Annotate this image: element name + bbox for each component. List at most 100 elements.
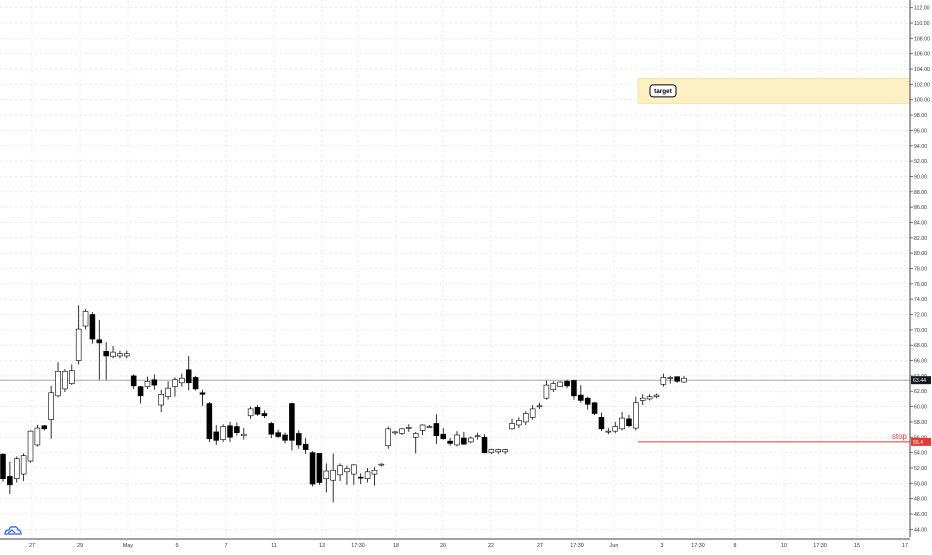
candle-body [564,380,570,387]
candle-body [385,428,391,447]
candle-body [543,384,550,399]
x-tick-label: 22 [488,543,494,549]
target-zone-layer: target [637,77,911,104]
candle-body [639,397,646,401]
y-tick-label: 46.00 [914,512,927,518]
y-tick-label: 62.00 [914,389,927,395]
candle-body [406,426,412,429]
candle-body [247,408,254,417]
y-tick-label: 110.00 [914,21,930,27]
candle-body [598,417,605,430]
stop-label: stop [892,432,908,441]
candle-body [62,370,68,390]
y-tick-label: 54.00 [914,451,927,457]
target-label: target [654,88,673,95]
x-tick-label: 8 [734,543,737,549]
candle-body [467,437,474,443]
candle-body [234,426,240,433]
candle-body [633,402,639,429]
candle-body [0,453,6,479]
candle-body [667,377,674,379]
x-tick-label: 7 [225,543,228,549]
candle-body [124,353,130,357]
tradingview-cloud-icon[interactable] [4,526,22,535]
y-tick-label: 58.00 [914,420,927,426]
candle-body [461,437,467,445]
x-tick-label: 17 [902,543,908,549]
labels-layer: 63.44 stop 55.4 [892,376,931,446]
candle-body [41,425,48,430]
y-tick-label: 98.00 [914,113,927,119]
candle-body [337,465,343,476]
y-tick-label: 92.00 [914,159,927,165]
candle-body [27,430,34,462]
y-tick-label: 78.00 [914,267,927,273]
candle-body [316,453,323,483]
grid-layer [0,0,910,537]
y-tick-label: 74.00 [914,297,927,303]
candle-body [392,431,398,434]
candle-body [612,426,618,432]
y-tick-label: 72.00 [914,313,927,319]
candle-body [89,314,96,340]
candle-body [7,476,13,486]
candle-body [151,379,158,386]
candle-body [488,449,495,453]
x-tick-label: 27 [537,543,543,549]
candle-body [653,394,660,397]
y-tick-label: 50.00 [914,481,927,487]
candle-body [523,413,529,423]
target-label-box [649,84,677,98]
candle-body [240,433,247,437]
candle-body [550,383,557,391]
candle-body [571,380,577,397]
candle-body [172,379,178,387]
candle-body [261,413,268,417]
candle-body [192,377,199,390]
x-tick-label: 15 [854,543,860,549]
candle-body [357,476,364,479]
x-tick-label: 17:30 [691,543,705,549]
candle-body [495,449,502,453]
candle-body [344,468,350,473]
y-tick-label: 68.00 [914,343,927,349]
candle-body [364,471,371,479]
price-lines-layer [0,379,910,443]
y-tick-label: 104.00 [914,67,930,73]
y-tick-label: 84.00 [914,220,927,226]
candle-body [419,424,426,431]
y-tick-label: 106.00 [914,52,930,58]
candle-body [399,428,405,434]
x-tick-label: May [123,543,133,549]
y-tick-label: 60.00 [914,405,927,411]
y-tick-label: 90.00 [914,174,927,180]
candle-body [578,394,584,401]
candle-body [268,423,275,435]
candle-body [275,432,281,437]
y-tick-label: 82.00 [914,236,927,242]
x-tick-label: 10 [781,543,787,549]
x-tick-label: Jun [610,543,619,549]
candle-body [660,377,667,385]
candle-body [254,407,261,415]
y-tick-label: 70.00 [914,328,927,334]
candle-body [584,397,591,405]
candle-body [529,408,536,418]
y-tick-label: 66.00 [914,359,927,365]
candle-body [509,423,515,430]
candle-body [674,376,680,382]
candle-body [75,328,82,361]
y-tick-label: 112.00 [914,6,930,12]
candle-body [185,369,192,384]
y-tick-label: 96.00 [914,128,927,134]
candle-body [619,417,625,430]
candle-body [20,455,27,475]
stop-price-tag [911,437,931,446]
candle-body [557,381,563,387]
y-tick-label: 48.00 [914,497,927,503]
candle-body [213,431,220,441]
x-tick-label: 5 [176,543,179,549]
x-tick-label: 17:30 [813,543,827,549]
